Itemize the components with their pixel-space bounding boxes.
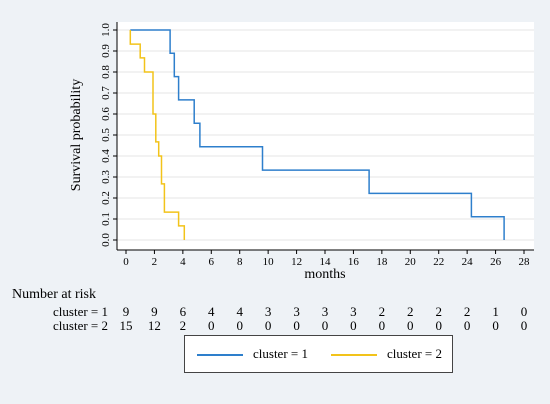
x-axis-label: months <box>304 267 345 282</box>
x-tick-label: 14 <box>320 256 332 268</box>
risk-cell: 4 <box>236 304 243 319</box>
risk-cell: 3 <box>350 304 357 319</box>
risk-cell: 3 <box>322 304 329 319</box>
x-tick-label: 6 <box>209 256 215 268</box>
risk-cell: 0 <box>236 318 243 333</box>
risk-table-title: Number at risk <box>12 287 96 302</box>
risk-cell: 0 <box>492 318 499 333</box>
series-line-cluster-1 <box>130 29 505 240</box>
risk-cell: 1 <box>492 304 499 319</box>
y-tick-label: 0.6 <box>100 107 112 121</box>
y-tick-label: 0.9 <box>100 44 112 58</box>
risk-cell: 2 <box>407 304 414 319</box>
risk-cell: 0 <box>521 318 528 333</box>
legend-label-cluster-1: cluster = 1 <box>253 346 308 361</box>
risk-cell: 0 <box>464 318 471 333</box>
x-tick-label: 18 <box>376 256 388 268</box>
y-tick-label: 0.1 <box>100 212 112 226</box>
x-tick-label: 4 <box>180 256 186 268</box>
y-tick-label: 0.3 <box>100 170 112 184</box>
x-tick-label: 16 <box>348 256 360 268</box>
plot-area <box>117 22 534 250</box>
x-tick-label: 0 <box>123 256 129 268</box>
y-tick-label: 1.0 <box>100 23 112 37</box>
y-tick-label: 0.5 <box>100 128 112 142</box>
risk-cell: 15 <box>120 318 133 333</box>
y-tick-label: 0.4 <box>100 149 112 163</box>
series-lines <box>129 29 505 240</box>
x-tick-label: 22 <box>433 256 444 268</box>
risk-cell: 9 <box>151 304 158 319</box>
x-tick-label: 28 <box>519 256 531 268</box>
risk-cell: 3 <box>265 304 272 319</box>
risk-cell: 2 <box>435 304 442 319</box>
risk-cell: 0 <box>208 318 215 333</box>
risk-cell: 0 <box>407 318 414 333</box>
risk-cell: 3 <box>293 304 300 319</box>
grid-lines <box>117 29 534 241</box>
x-tick-label: 20 <box>405 256 417 268</box>
risk-cell: 2 <box>180 318 187 333</box>
risk-cell: 12 <box>148 318 161 333</box>
risk-cell: 0 <box>521 304 528 319</box>
risk-row-label: cluster = 1 <box>53 304 108 319</box>
y-tick-label: 0.8 <box>100 65 112 79</box>
risk-cell: 0 <box>435 318 442 333</box>
y-tick-label: 0.0 <box>100 233 112 247</box>
x-tick-label: 12 <box>291 256 302 268</box>
legend-swatch-cluster-2 <box>331 354 377 356</box>
legend: cluster = 1 cluster = 2 <box>184 335 453 373</box>
risk-cell: 4 <box>208 304 215 319</box>
x-tick-label: 10 <box>263 256 275 268</box>
risk-cell: 6 <box>180 304 187 319</box>
legend-swatch-cluster-1 <box>197 354 243 356</box>
series-line-cluster-2 <box>129 30 186 240</box>
risk-cell: 9 <box>123 304 130 319</box>
risk-cell: 0 <box>350 318 357 333</box>
risk-cell: 0 <box>322 318 329 333</box>
x-tick-label: 26 <box>490 256 502 268</box>
x-tick-label: 8 <box>237 256 243 268</box>
y-tick-label: 0.7 <box>100 86 112 100</box>
risk-cell: 0 <box>379 318 386 333</box>
y-axis-label: Survival probability <box>69 79 84 191</box>
x-tick-label: 2 <box>152 256 158 268</box>
x-tick-label: 24 <box>462 256 474 268</box>
risk-row-label: cluster = 2 <box>53 318 108 333</box>
x-ticks: 0 2 4 6 8 10 12 14 16 18 20 22 24 26 28 <box>123 250 530 268</box>
risk-cell: 0 <box>293 318 300 333</box>
risk-cell: 2 <box>464 304 471 319</box>
y-ticks: 0.0 0.1 0.2 0.3 0.4 0.5 0.6 0.7 0.8 0.9 1.0 <box>100 23 117 247</box>
legend-label-cluster-2: cluster = 2 <box>387 346 442 361</box>
risk-cell: 2 <box>379 304 386 319</box>
y-tick-label: 0.2 <box>100 191 112 205</box>
risk-cell: 0 <box>265 318 272 333</box>
